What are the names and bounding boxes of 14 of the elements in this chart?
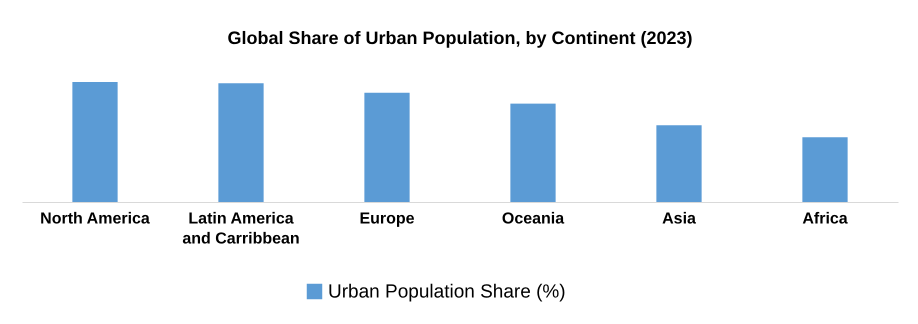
bar [72,82,118,202]
x-tick-label: Oceania [502,210,564,228]
x-tick-label: Latin America and Carribbean [182,210,300,248]
x-tick-label: Africa [802,210,848,228]
bar [364,92,410,202]
bar [802,137,848,202]
legend-label: Urban Population Share (%) [328,282,566,302]
x-tick-label: Asia [662,210,696,228]
x-tick-label: Europe [359,210,415,228]
chart-title: Global Share of Urban Population, by Continent (2023) [227,28,693,48]
bar [510,104,556,202]
bar [656,125,702,202]
x-tick-label: North America [40,210,150,228]
bar [218,83,264,202]
